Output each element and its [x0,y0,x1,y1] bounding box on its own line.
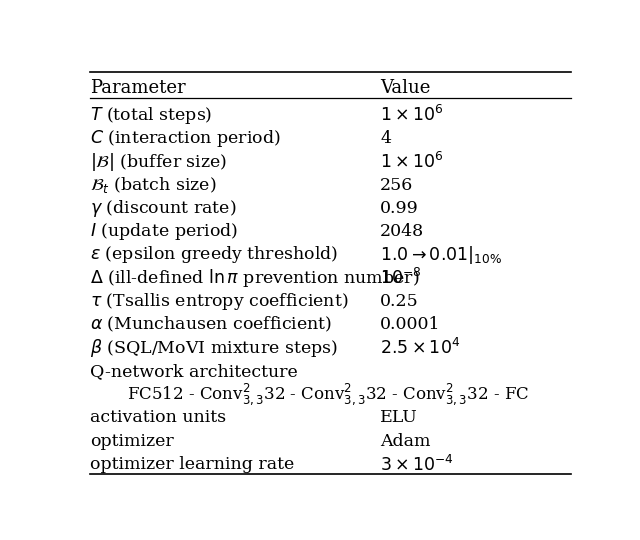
Text: $\epsilon$ (epsilon greedy threshold): $\epsilon$ (epsilon greedy threshold) [90,245,338,266]
Text: $I$ (update period): $I$ (update period) [90,221,238,242]
Text: $\mathcal{B}_t$ (batch size): $\mathcal{B}_t$ (batch size) [90,175,216,195]
Text: $\Delta$ (ill-defined $\ln \pi$ prevention number): $\Delta$ (ill-defined $\ln \pi$ preventi… [90,267,419,289]
Text: optimizer learning rate: optimizer learning rate [90,456,294,473]
Text: activation units: activation units [90,409,226,427]
Text: $1.0 \rightarrow 0.01|_{10\%}$: $1.0 \rightarrow 0.01|_{10\%}$ [380,244,502,266]
Text: $\alpha$ (Munchausen coefficient): $\alpha$ (Munchausen coefficient) [90,315,332,334]
Text: $T$ (total steps): $T$ (total steps) [90,105,212,126]
Text: $\tau$ (Tsallis entropy coefficient): $\tau$ (Tsallis entropy coefficient) [90,291,348,312]
Text: Q-network architecture: Q-network architecture [90,363,298,380]
Text: Parameter: Parameter [90,79,186,97]
Text: $\gamma$ (discount rate): $\gamma$ (discount rate) [90,198,237,219]
Text: $C$ (interaction period): $C$ (interaction period) [90,128,281,149]
Text: 2048: 2048 [380,223,424,240]
Text: $1 \times 10^{6}$: $1 \times 10^{6}$ [380,152,444,172]
Text: $1 \times 10^{6}$: $1 \times 10^{6}$ [380,105,444,125]
Text: $2.5 \times 10^{4}$: $2.5 \times 10^{4}$ [380,338,460,358]
Text: 0.99: 0.99 [380,200,419,217]
Text: ELU: ELU [380,409,418,427]
Text: 4: 4 [380,130,391,147]
Text: Value: Value [380,79,431,97]
Text: $10^{-8}$: $10^{-8}$ [380,268,422,288]
Text: Adam: Adam [380,433,431,450]
Text: $3 \times 10^{-4}$: $3 \times 10^{-4}$ [380,455,454,475]
Text: 0.0001: 0.0001 [380,316,440,333]
Text: optimizer: optimizer [90,433,173,450]
Text: 0.25: 0.25 [380,293,419,310]
Text: $|\mathcal{B}|$ (buffer size): $|\mathcal{B}|$ (buffer size) [90,151,227,173]
Text: 256: 256 [380,177,413,193]
Text: FC512 - Conv$^{2}_{3,3}$32 - Conv$^{2}_{3,3}$32 - Conv$^{2}_{3,3}$32 - FC: FC512 - Conv$^{2}_{3,3}$32 - Conv$^{2}_{… [127,382,529,408]
Text: $\beta$ (SQL/MoVI mixture steps): $\beta$ (SQL/MoVI mixture steps) [90,337,338,359]
